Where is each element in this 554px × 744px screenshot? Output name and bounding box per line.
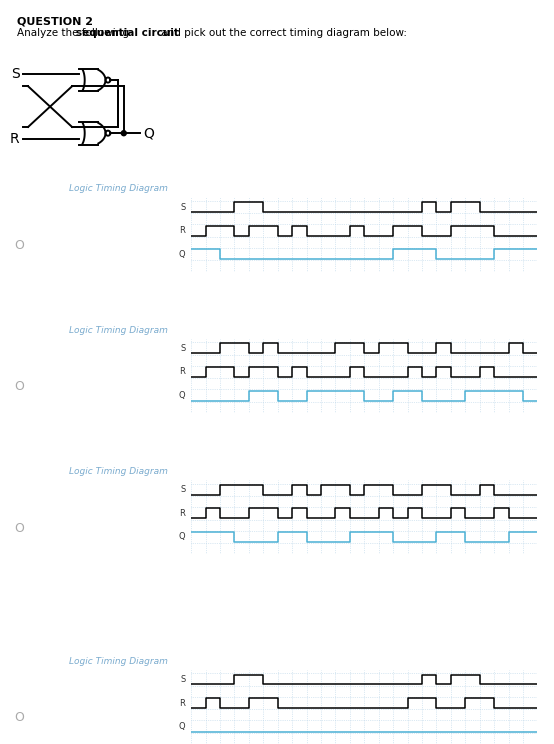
- Text: Logic Timing Diagram: Logic Timing Diagram: [69, 657, 168, 666]
- Text: Logic Timing Diagram: Logic Timing Diagram: [69, 467, 168, 476]
- Text: S: S: [180, 202, 186, 211]
- Text: Logic Timing Diagram: Logic Timing Diagram: [69, 185, 168, 193]
- Text: Analyze the following: Analyze the following: [17, 28, 132, 38]
- Text: R: R: [10, 132, 19, 147]
- Text: sequential circuit: sequential circuit: [76, 28, 179, 38]
- Text: Q: Q: [143, 126, 154, 140]
- Text: Q: Q: [179, 722, 186, 731]
- Text: O: O: [14, 239, 24, 252]
- Text: O: O: [14, 522, 24, 535]
- Circle shape: [121, 131, 126, 135]
- Text: S: S: [180, 344, 186, 353]
- Text: R: R: [179, 699, 186, 708]
- Text: Q: Q: [179, 533, 186, 542]
- Text: R: R: [179, 226, 186, 235]
- Text: R: R: [179, 509, 186, 518]
- Text: and pick out the correct timing diagram below:: and pick out the correct timing diagram …: [158, 28, 407, 38]
- Text: QUESTION 2: QUESTION 2: [17, 16, 93, 26]
- Text: S: S: [180, 675, 186, 684]
- Text: O: O: [14, 380, 24, 394]
- Text: Q: Q: [179, 250, 186, 259]
- Text: R: R: [179, 368, 186, 376]
- Text: O: O: [14, 711, 24, 725]
- Text: Logic Timing Diagram: Logic Timing Diagram: [69, 326, 168, 335]
- Text: Q: Q: [179, 391, 186, 400]
- Text: S: S: [180, 485, 186, 494]
- Text: S: S: [11, 67, 19, 81]
